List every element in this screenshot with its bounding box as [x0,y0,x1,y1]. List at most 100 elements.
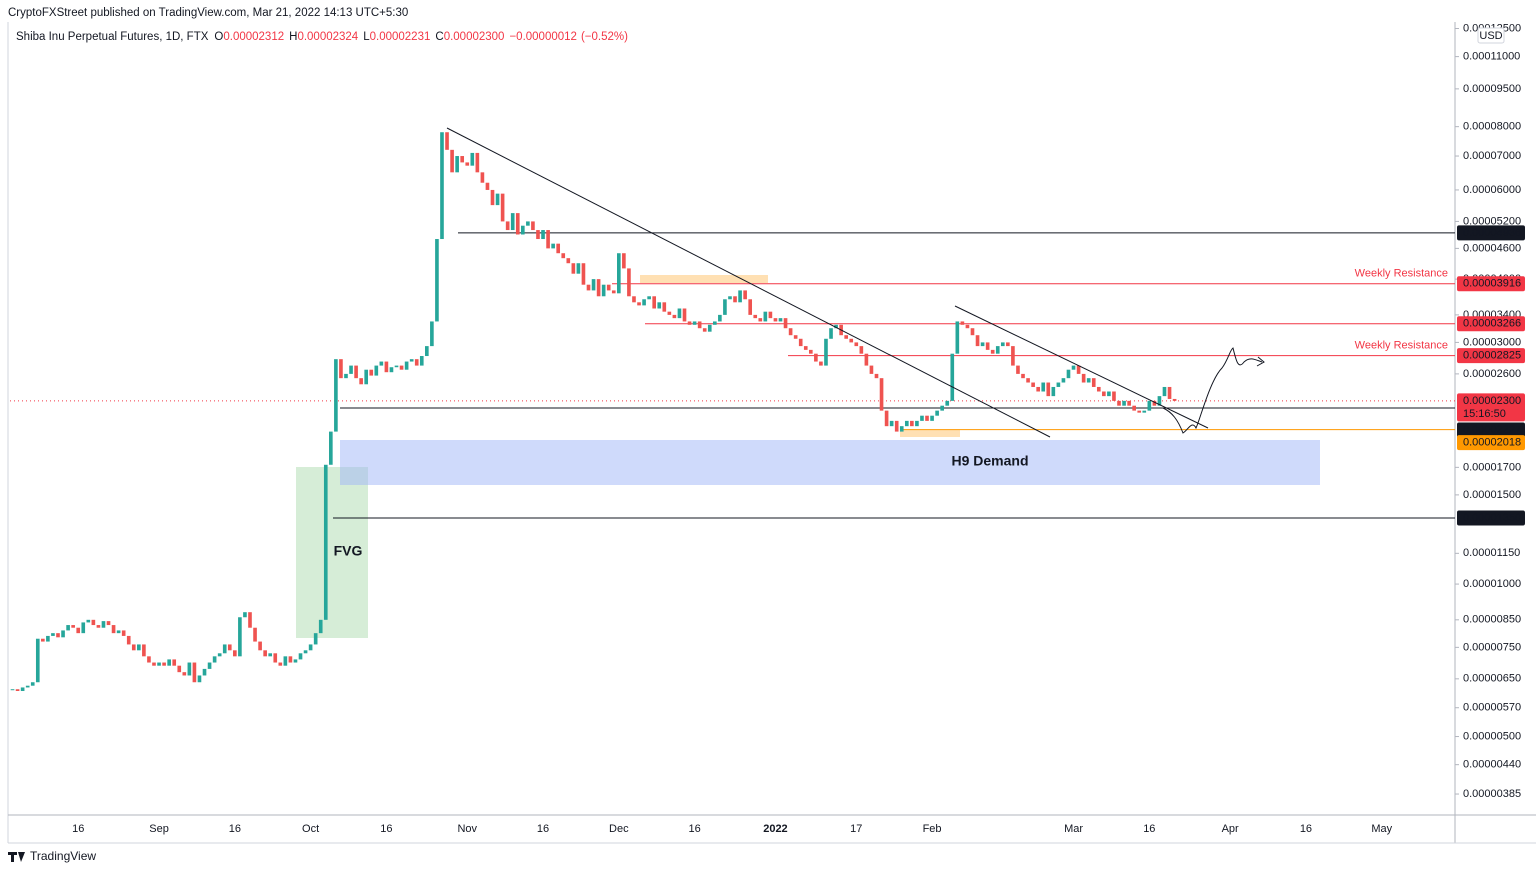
logo: TradingView [8,849,96,863]
candle [1152,400,1157,406]
x-tick-label: Sep [149,823,169,835]
candle [647,296,651,300]
legend-item: 0.00002312 [223,31,284,43]
candle [697,321,702,329]
y-tick-label: 0.00000570 [1463,702,1521,714]
candle [1162,386,1167,397]
candle [622,253,626,269]
levels: Weekly Resistance Weekly Resistance [10,232,1455,519]
candle [1031,382,1035,387]
candle [258,641,262,651]
annotation: H9 Demand [951,453,1028,469]
candle [197,675,202,683]
candle [778,318,783,322]
x-tick-label: Mar [1064,823,1083,835]
candle [515,213,520,235]
candle [66,625,70,631]
candle [1081,373,1086,383]
candle [35,638,40,683]
y-tick-label: 0.00006000 [1463,184,1521,196]
candle [1046,382,1051,397]
candle [233,650,237,657]
candle [1026,378,1030,383]
candle [1036,386,1040,392]
candle [899,426,904,432]
candle [834,324,838,329]
candle [718,314,722,322]
candle [470,152,475,166]
candle [349,365,353,374]
x-axis: 16 Sep 16 Oct 16 Nov 16 Dec 16 2022 17 Feb Mar 16 Apr 1… [72,823,1393,835]
candle [1167,386,1172,399]
candle [829,328,833,339]
candle [521,225,525,235]
candle [172,659,177,666]
candle [667,311,672,315]
trend-line [446,127,1051,438]
candle [672,314,677,319]
candle [723,299,727,315]
candle [268,653,273,657]
legend-item: 0.00002231 [370,31,431,43]
candle [551,243,555,249]
candle [677,308,682,319]
support-zone [900,430,960,437]
candle [1041,382,1046,392]
candle [440,132,444,240]
level-price-box [1457,422,1525,438]
candle [152,662,156,666]
candle [546,230,550,249]
candle [323,464,328,620]
y-tick-label: 0.00000750 [1463,641,1521,653]
candle [359,378,363,385]
candle [384,361,389,373]
candle [162,662,166,666]
candle [707,324,712,332]
candle [935,410,939,416]
candle [869,365,874,374]
candle [824,338,828,366]
candle [318,619,323,634]
y-tick-label: 0.00000385 [1463,788,1521,800]
candle [510,213,515,231]
candle [915,420,919,427]
last-price-box [1457,393,1525,422]
candle [874,373,879,379]
x-tick-label: 17 [850,823,862,835]
candle [354,365,358,379]
candle [1112,391,1116,401]
countdown: 15:16:50 [1463,408,1506,420]
y-tick-label: 0.00000650 [1463,673,1521,685]
candle [248,612,252,628]
y-tick-label: 0.00007000 [1463,150,1521,162]
level-note: Weekly Resistance [1355,268,1448,280]
candle [662,302,667,312]
candle [253,627,257,642]
candle [243,612,247,618]
x-tick-label: 16 [72,823,84,835]
candle [308,644,313,651]
y-tick-label: 0.00000850 [1463,614,1521,626]
candle [81,622,86,634]
candle [450,149,454,173]
candle [1172,398,1177,401]
candle [965,324,970,329]
candle [819,361,823,366]
candle [167,659,171,666]
candle [1021,373,1025,379]
candle [859,346,864,354]
candle [773,318,778,322]
x-tick-label: 16 [1143,823,1155,835]
candle [531,221,535,231]
candle [485,182,490,190]
level-price-box [1457,348,1525,364]
candle [41,638,45,642]
candle [425,346,429,357]
level-price-label: 0.00001350 [1463,512,1521,524]
candle [561,253,566,259]
level-price-box [1457,316,1525,332]
candle [298,653,303,660]
candle [611,290,616,294]
